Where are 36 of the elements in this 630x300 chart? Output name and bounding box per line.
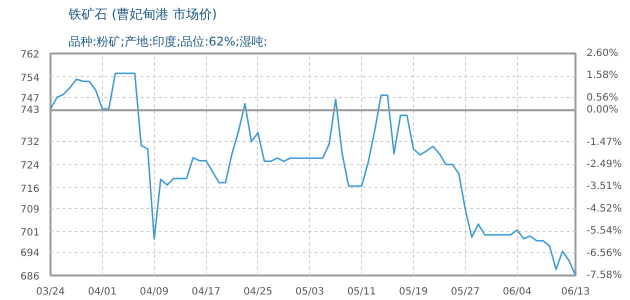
y-tick-label: 747 — [20, 93, 40, 104]
y2-tick-label: 0.00% — [586, 104, 618, 116]
x-tick-label: 05/27 — [450, 286, 480, 298]
y2-tick-label: 0.56% — [586, 92, 618, 104]
line-series — [50, 72, 576, 276]
y2-tick-label: -2.49% — [586, 159, 622, 170]
y-tick-label: 686 — [20, 272, 40, 282]
x-tick-label: 06/13 — [561, 286, 590, 298]
y2-tick-label: -4.52% — [586, 203, 622, 214]
y-tick-label: 743 — [20, 105, 40, 116]
y-tick-label: 716 — [20, 184, 40, 195]
y2-tick-label: 1.58% — [586, 70, 618, 82]
y-tick-label: 732 — [20, 137, 40, 148]
x-tick-label: 04/09 — [140, 286, 169, 298]
y-tick-label: 762 — [20, 50, 40, 60]
y2-tick-label: -3.51% — [586, 181, 622, 192]
x-tick-label: 05/11 — [347, 286, 376, 298]
y-tick-label: 709 — [20, 204, 40, 216]
chart-subtitle: 品种:粉矿;产地:印度;品位:62%;湿吨: — [68, 34, 268, 48]
y-tick-label: 701 — [20, 228, 40, 239]
x-tick-label: 04/01 — [88, 286, 117, 298]
x-tick-label: 05/19 — [399, 286, 428, 298]
x-tick-label: 04/17 — [192, 286, 220, 298]
y2-tick-label: -1.47% — [586, 136, 622, 148]
y2-tick-label: -6.56% — [586, 248, 622, 259]
x-tick-label: 03/24 — [36, 286, 65, 298]
y2-tick-label: -7.58% — [586, 270, 622, 281]
y-tick-label: 694 — [20, 248, 40, 260]
chart-title: 铁矿石 (曹妃甸港 市场价) — [68, 8, 217, 22]
y-tick-label: 754 — [20, 72, 40, 84]
y2-tick-label: -5.54% — [586, 226, 622, 237]
x-tick-label: 04/25 — [244, 286, 272, 298]
y2-tick-label: 2.60% — [586, 48, 618, 59]
x-tick-label: 06/04 — [502, 286, 532, 298]
x-tick-label: 05/03 — [295, 286, 324, 298]
y-tick-label: 724 — [20, 160, 40, 172]
